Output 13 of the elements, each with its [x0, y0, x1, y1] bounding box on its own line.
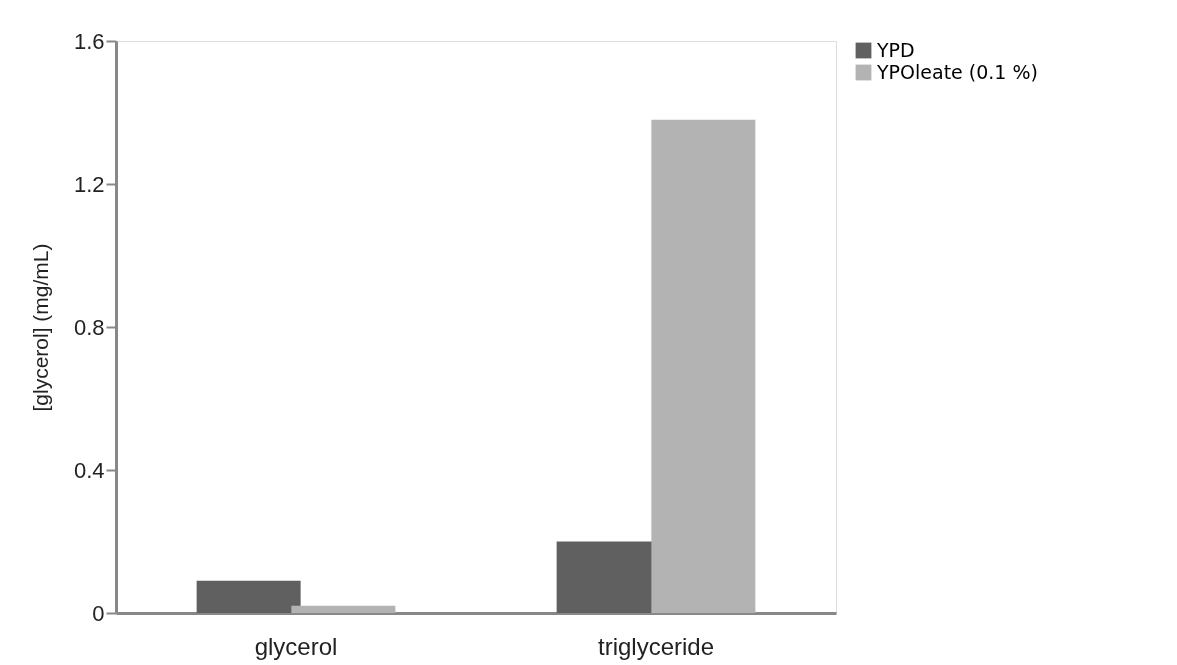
y-tick-label: 1.6 [73, 28, 105, 54]
y-tick-label: 1.2 [73, 171, 105, 197]
y-tick-label: 0.4 [73, 457, 105, 483]
bar [651, 119, 756, 613]
y-axis-title: [glycerol] (mg/mL) [28, 243, 52, 412]
bar [196, 580, 301, 613]
x-tick-label: glycerol [254, 632, 338, 660]
bar [291, 605, 396, 613]
legend-label: YPOleate (0.1 %) [876, 60, 1038, 83]
y-tick-label: 0 [92, 600, 105, 626]
y-tick-label: 0.8 [73, 314, 105, 340]
x-tick-label: triglyceride [597, 632, 715, 660]
legend-label: YPD [876, 38, 915, 61]
